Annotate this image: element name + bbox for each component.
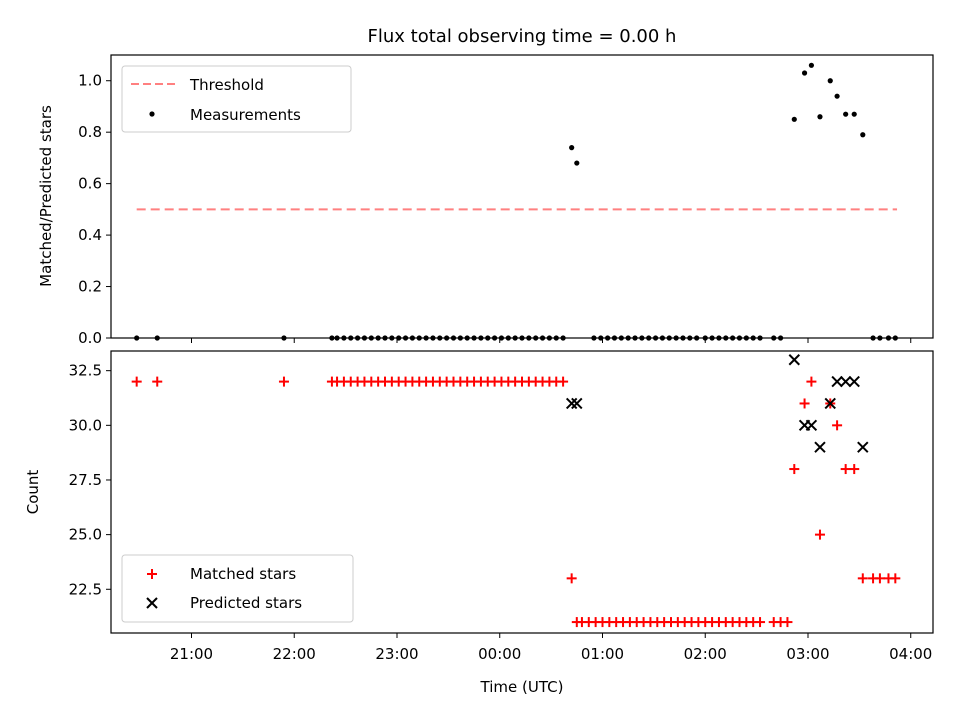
x-tick-label: 03:00 (786, 645, 829, 663)
measurement-point (801, 70, 808, 76)
predicted-star-point (805, 419, 818, 432)
x-tick-label: 02:00 (684, 645, 727, 663)
legend-predicted-marker (146, 597, 158, 609)
top-y-axis-label: Matched/Predicted stars (37, 105, 55, 287)
measurement-point (569, 145, 575, 151)
predicted-star-point (839, 375, 852, 388)
top-y-tick-label: 0.2 (78, 278, 102, 296)
top-panel: 0.0 0.2 0.4 0.6 0.8 1.0 Matched/Predicted sta… (37, 54, 934, 347)
matched-star-point (782, 617, 793, 628)
predicted-star-point (814, 441, 826, 453)
top-y-ticks: 0.0 0.2 0.4 0.6 0.8 1.0 (78, 72, 111, 347)
legend-matched-label: Matched stars (190, 565, 296, 583)
legend-measurements-marker (149, 111, 155, 117)
bottom-y-tick-label: 22.5 (69, 580, 102, 598)
measurement-point (827, 78, 833, 84)
matched-star-point (152, 376, 163, 387)
x-tick-label: 00:00 (478, 645, 521, 663)
x-tick-label: 01:00 (581, 645, 624, 663)
bottom-legend: Matched stars Predicted stars (121, 554, 354, 623)
matched-star-point (832, 420, 843, 431)
top-y-tick-label: 0.8 (78, 123, 102, 141)
top-y-tick-label: 0.0 (78, 329, 102, 347)
x-tick-label: 23:00 (375, 645, 418, 663)
top-legend-frame (121, 65, 352, 133)
chart-title: Flux total observing time = 0.00 h (368, 26, 677, 47)
bottom-x-ticks: 21:00 22:00 23:00 00:00 01:00 02:00 03:00 04:00 (170, 633, 932, 663)
measurement-point (574, 160, 580, 166)
bottom-y-tick-label: 30.0 (69, 416, 102, 434)
matched-star-point (857, 573, 868, 584)
x-tick-label: 21:00 (170, 645, 213, 663)
predicted-star-point (788, 354, 800, 366)
matched-star-point (814, 529, 825, 540)
matched-star-point (131, 376, 142, 387)
top-y-tick-label: 0.4 (78, 226, 102, 244)
bottom-y-tick-label: 25.0 (69, 526, 102, 544)
x-tick-label: 04:00 (889, 645, 932, 663)
matched-star-point (558, 376, 569, 387)
matched-star-point (849, 464, 860, 475)
top-y-tick-label: 1.0 (78, 72, 102, 90)
predicted-star-point (824, 397, 836, 410)
measurement-point (817, 114, 823, 120)
matched-star-point (566, 573, 577, 584)
predicted-star-point (565, 397, 578, 410)
measurement-point (851, 111, 857, 117)
measurement-point (791, 116, 797, 122)
top-legend: Threshold Measurements (121, 65, 352, 133)
bottom-axes-frame (110, 350, 934, 634)
bottom-panel: 22.5 25.0 27.5 30.0 32.5 21:00 22:00 23:00 00:0… (24, 350, 934, 696)
bottom-legend-frame (121, 554, 354, 623)
measurement-point (860, 132, 866, 138)
x-tick-label: 22:00 (273, 645, 316, 663)
top-axes-frame (110, 54, 934, 339)
predicted-star-point (857, 441, 869, 453)
matched-star-point (799, 398, 810, 409)
matched-star-point (806, 376, 817, 387)
bottom-y-axis-label: Count (24, 470, 42, 515)
matched-star-point (840, 464, 851, 475)
bottom-y-tick-label: 27.5 (69, 471, 102, 489)
matched-star-point (278, 376, 289, 387)
top-plot-area (134, 62, 898, 341)
bottom-y-tick-label: 32.5 (69, 362, 102, 380)
measurement-point (843, 111, 849, 117)
bottom-plot-area (131, 354, 901, 628)
legend-matched-marker (147, 569, 157, 579)
matched-star-point (755, 617, 766, 628)
matched-star-point (890, 573, 901, 584)
matched-star-point (789, 464, 800, 475)
predicted-star-point (571, 397, 583, 410)
top-y-tick-label: 0.6 (78, 175, 102, 193)
predicted-star-point (831, 375, 843, 388)
legend-threshold-label: Threshold (189, 76, 264, 94)
matched-star-point (874, 573, 885, 584)
x-axis-label: Time (UTC) (480, 678, 564, 696)
legend-measurements-label: Measurements (190, 106, 301, 124)
measurement-point (808, 62, 815, 68)
predicted-star-point (848, 375, 860, 388)
measurement-point (834, 93, 840, 99)
bottom-y-ticks: 22.5 25.0 27.5 30.0 32.5 (69, 362, 111, 598)
legend-predicted-label: Predicted stars (190, 594, 302, 612)
